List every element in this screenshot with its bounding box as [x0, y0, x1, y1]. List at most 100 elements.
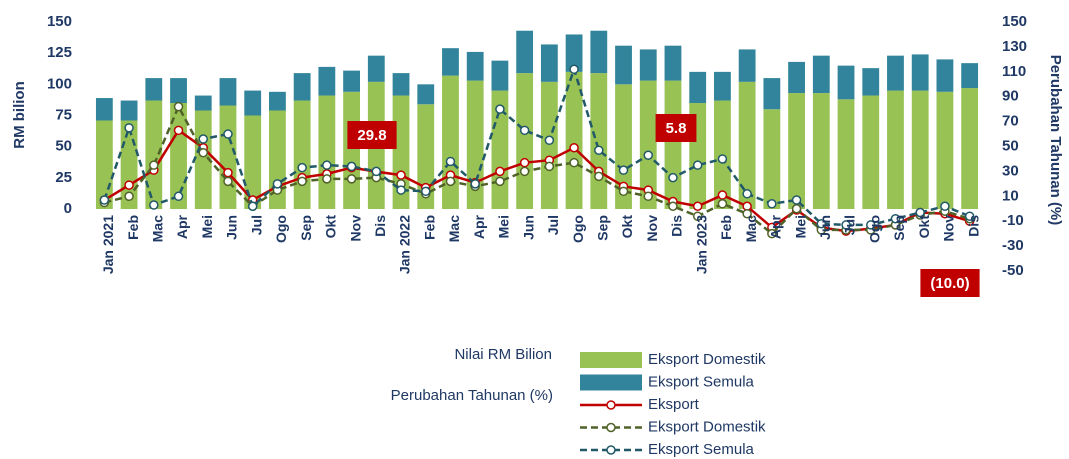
line-marker [198, 147, 208, 158]
y-tick-label: 100 [47, 75, 72, 92]
y-axis-label: RM bilion [11, 81, 28, 149]
line-marker [816, 218, 827, 229]
bar [491, 60, 509, 91]
x-tick-label: Nov [644, 215, 660, 242]
bar [367, 55, 385, 82]
bar [516, 73, 534, 209]
bar [269, 91, 286, 111]
bar [219, 105, 237, 209]
y-tick-label: 25 [55, 169, 72, 186]
bar [763, 109, 781, 209]
line-marker [767, 228, 777, 239]
line-marker [247, 201, 258, 212]
line-marker [421, 186, 431, 197]
bar [590, 30, 608, 74]
bar [714, 71, 731, 101]
bar [639, 80, 657, 210]
x-tick-label: Sep [595, 215, 611, 241]
line-marker [223, 167, 233, 178]
bar [565, 71, 583, 209]
y2-tick-label: 70 [1002, 113, 1019, 130]
line-marker [124, 191, 134, 202]
y-tick-label: 150 [47, 13, 72, 30]
legend-marker [606, 445, 616, 455]
x-tick-label: Jul [248, 215, 264, 235]
line-marker [173, 101, 184, 112]
y2-tick-label: 110 [1002, 63, 1026, 80]
bar [145, 100, 163, 209]
line-marker [322, 174, 332, 184]
y2-tick-label: 90 [1002, 88, 1019, 105]
legend-label: Eksport [648, 396, 700, 413]
bar [911, 54, 929, 91]
bar [664, 45, 682, 81]
x-tick-label: Apr [471, 214, 487, 239]
line-marker [445, 156, 456, 167]
x-tick-label: Apr [768, 214, 784, 239]
line-marker [692, 160, 703, 170]
line-marker [569, 142, 579, 153]
bar [145, 78, 163, 101]
y2-tick-label: -30 [1002, 237, 1024, 254]
y-tick-label: 0 [64, 200, 72, 217]
line-marker [594, 145, 604, 155]
line-marker [495, 176, 505, 187]
bar [293, 73, 311, 101]
bar [442, 48, 459, 76]
annotation: 5.8 [666, 120, 687, 137]
line-marker [890, 213, 901, 224]
annotation-box [655, 114, 697, 142]
bar [961, 63, 979, 89]
line-marker [964, 211, 975, 221]
y2-tick-label: -10 [1002, 212, 1024, 229]
line-marker [692, 211, 703, 221]
bar [194, 95, 212, 111]
legend-label: Eksport Domestik [648, 418, 766, 435]
x-tick-label: Jan 2021 [100, 215, 116, 274]
bar [293, 100, 311, 209]
line-marker [445, 176, 456, 187]
legend-label: Eksport Semula [648, 441, 755, 458]
bar [936, 91, 954, 209]
bar [763, 78, 781, 110]
x-tick-label: Dis [372, 215, 388, 237]
line-marker [371, 166, 382, 177]
bar [936, 59, 954, 92]
annotation: 29.8 [357, 127, 386, 144]
legend-swatch [580, 374, 642, 391]
legend-heading: Nilai RM Bilion [454, 346, 552, 363]
bar [837, 99, 855, 209]
bar [318, 95, 336, 209]
line-marker [173, 191, 184, 202]
line-marker [124, 180, 134, 190]
bar [887, 55, 904, 91]
x-tick-label: Jul [842, 215, 858, 235]
bar [812, 93, 830, 209]
y2-tick-label: 50 [1002, 137, 1019, 154]
bar [120, 100, 138, 121]
line-marker [198, 134, 208, 144]
bar [738, 49, 756, 82]
x-tick-label: Jul [545, 215, 561, 235]
line-marker [544, 161, 555, 172]
line-marker [99, 195, 110, 205]
legend-label: Eksport Semula [648, 373, 755, 390]
line-marker [618, 165, 629, 175]
y-tick-label: 125 [47, 44, 72, 61]
x-tick-label: Ogo [570, 215, 586, 243]
x-tick-label: Dis [965, 215, 981, 237]
x-tick-label: Mac [446, 215, 462, 242]
y2-tick-label: 30 [1002, 162, 1019, 179]
line-marker [470, 179, 480, 189]
bar [738, 81, 756, 209]
line-marker [519, 166, 530, 177]
line-marker [396, 185, 406, 195]
line-marker [767, 199, 777, 209]
bar [392, 73, 410, 96]
bar [788, 61, 805, 94]
x-tick-label: Okt [916, 215, 932, 239]
line-marker [866, 220, 876, 230]
y2-axis-label: Perubahan Tahunan (%) [1047, 55, 1064, 226]
bar [392, 95, 410, 209]
bar [565, 34, 583, 72]
